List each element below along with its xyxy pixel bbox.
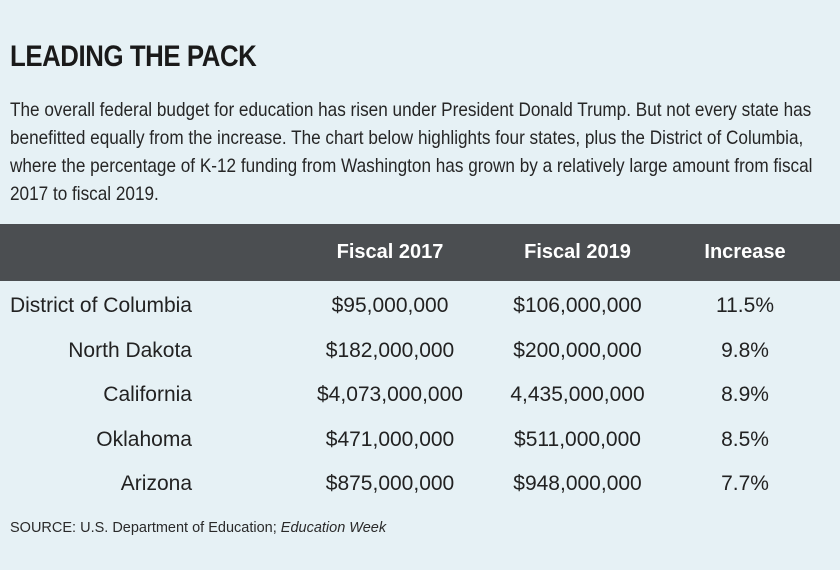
- cell-fiscal-2017: $95,000,000: [331, 294, 449, 317]
- cell-fiscal-2017: $875,000,000: [325, 472, 455, 495]
- cell-fiscal-2017: $4,073,000,000: [317, 383, 463, 406]
- intro-text: The overall federal budget for education…: [10, 99, 813, 205]
- cell-fiscal-2019: $106,000,000: [513, 294, 642, 317]
- table-row: North Dakota $182,000,000 $200,000,000 9.8%: [0, 331, 840, 371]
- column-header-fiscal-2017: Fiscal 2017: [336, 241, 444, 263]
- cell-fiscal-2017: $471,000,000: [325, 427, 455, 451]
- cell-increase: 9.8%: [721, 338, 769, 362]
- row-label-state: California: [103, 383, 192, 406]
- row-label-state: Arizona: [120, 472, 192, 495]
- cell-increase: 11.5%: [716, 294, 774, 317]
- row-label-state: North Dakota: [68, 338, 192, 362]
- column-header-increase: Increase: [704, 241, 786, 263]
- source-note: SOURCE: U.S. Department of Education; Ed…: [10, 520, 386, 536]
- row-label-state: District of Columbia: [9, 294, 192, 317]
- table-header: Fiscal 2017 Fiscal 2019 Increase: [0, 224, 840, 281]
- cell-fiscal-2019: $511,000,000: [514, 427, 641, 451]
- cell-fiscal-2019: $948,000,000: [513, 472, 642, 495]
- column-header-fiscal-2019: Fiscal 2019: [524, 241, 631, 263]
- cell-fiscal-2019: $200,000,000: [513, 338, 642, 362]
- cell-increase: 8.9%: [721, 383, 769, 406]
- source-prefix: SOURCE: U.S. Department of Education;: [10, 520, 281, 536]
- table-row: California $4,073,000,000 4,435,000,000 8.9…: [0, 375, 840, 415]
- table-row: District of Columbia $95,000,000 $106,000,…: [0, 286, 840, 326]
- cell-fiscal-2019: 4,435,000,000: [510, 383, 645, 406]
- chart-title: LEADING THE PACK: [10, 40, 257, 73]
- cell-increase: 7.7%: [721, 472, 769, 495]
- source-publication: Education Week: [280, 520, 387, 536]
- table-row: Arizona $875,000,000 $948,000,000 7.7%: [0, 464, 840, 504]
- cell-increase: 8.5%: [721, 427, 769, 451]
- row-label-state: Oklahoma: [96, 427, 192, 451]
- cell-fiscal-2017: $182,000,000: [325, 338, 455, 362]
- table-row: Oklahoma $471,000,000 $511,000,000 8.5%: [0, 420, 840, 460]
